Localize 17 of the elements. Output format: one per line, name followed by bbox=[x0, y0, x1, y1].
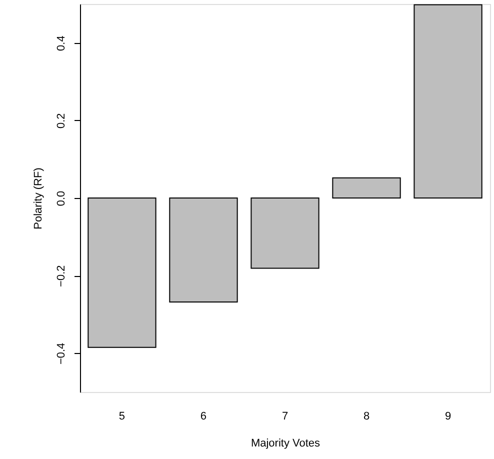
x-tick-label: 7 bbox=[282, 410, 288, 422]
y-tick-label: 0.0 bbox=[56, 190, 68, 206]
y-tick-label: 0.2 bbox=[56, 113, 68, 129]
bar bbox=[250, 198, 320, 269]
bar bbox=[332, 177, 401, 198]
bar bbox=[414, 4, 482, 198]
bar bbox=[169, 198, 238, 302]
y-tick-label: −0.4 bbox=[56, 342, 68, 365]
y-tick-label: −0.2 bbox=[56, 265, 68, 287]
y-axis-title: Polarity (RF) bbox=[32, 168, 44, 230]
x-tick-label: 9 bbox=[444, 410, 452, 422]
x-tick-label: 6 bbox=[200, 410, 207, 422]
bar bbox=[88, 198, 156, 348]
x-axis-title: Majority Votes bbox=[250, 438, 321, 450]
y-tick-label: 0.4 bbox=[56, 36, 68, 51]
x-tick-label: 5 bbox=[118, 410, 126, 422]
x-tick-label: 8 bbox=[363, 410, 370, 422]
